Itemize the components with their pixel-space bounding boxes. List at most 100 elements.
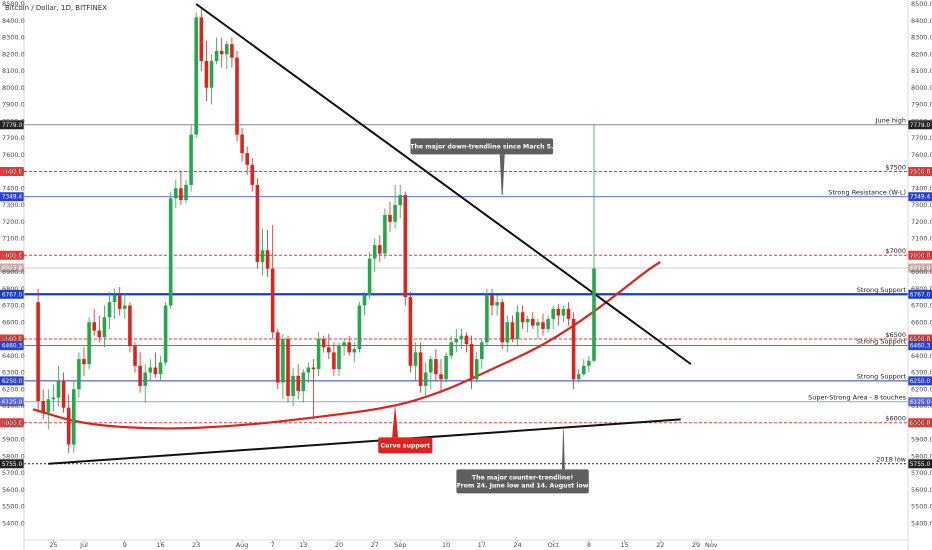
y-tick-label-right: 6100.0 [911, 402, 932, 410]
candle-body [332, 352, 336, 370]
candle-body [276, 332, 280, 383]
x-tick-label: 23 [192, 541, 200, 549]
price-tag-left-text: 7500.0 [2, 170, 23, 176]
y-tick-label-left: 6800.0 [2, 285, 25, 293]
candle-body [311, 367, 316, 370]
y-tick-label-right: 6700.0 [911, 302, 932, 310]
y-tick-label-right: 7500.0 [911, 168, 932, 176]
candle-body [423, 372, 428, 386]
candle-body [219, 50, 224, 55]
candle-body [546, 318, 550, 329]
candle-body [362, 295, 367, 306]
candle-body [321, 339, 326, 348]
price-tag-left-text: 5755.0 [2, 462, 23, 468]
level-label: 2018 low [876, 456, 906, 464]
annotation-text: From 24. June low and 14. August low [457, 482, 589, 489]
x-tick-label: 25 [49, 541, 57, 549]
candle-body [367, 258, 372, 296]
price-tag-right-text: 7000.0 [910, 253, 931, 259]
price-tag-right-text: 6767.0 [910, 292, 931, 298]
candle-body [56, 380, 61, 398]
candle-body [123, 305, 127, 309]
price-tag-right [908, 289, 932, 299]
candle-body [189, 134, 193, 185]
price-tag-left-text: 6125.0 [2, 400, 23, 406]
candle-body [413, 352, 418, 366]
y-tick-label-left: 8400.0 [2, 17, 25, 25]
y-tick-label-left: 5800.0 [2, 452, 25, 460]
x-tick-label: 22 [656, 541, 664, 549]
candle-body [541, 322, 545, 329]
y-tick-label-right: 5700.0 [911, 469, 932, 477]
chart-title: Bitcoin / Dollar, 1D, BITFINEX [5, 4, 107, 12]
price-tag-right-text: 7500.0 [910, 170, 931, 176]
candle-body [556, 308, 561, 316]
candle-body [184, 184, 188, 200]
candle-body [240, 134, 244, 154]
candle-body [398, 194, 402, 205]
candle-body [230, 44, 234, 58]
y-tick-label-right: 5500.0 [911, 503, 932, 511]
y-tick-label-left: 7000.0 [2, 251, 25, 259]
level-label: $6500 [885, 331, 906, 339]
y-tick-label-right: 7000.0 [911, 251, 932, 259]
price-tag-right-text: 6000.0 [910, 421, 931, 427]
candle-body [561, 308, 566, 316]
y-tick-label-left: 7600.0 [2, 151, 25, 159]
price-tag-right [908, 334, 932, 344]
price-tag-right [908, 418, 932, 428]
y-tick-label-right: 6500.0 [911, 335, 932, 343]
level-label: June high [875, 117, 906, 125]
price-tag-right [908, 397, 932, 407]
candle-body [255, 184, 260, 262]
y-tick-label-right: 7900.0 [911, 101, 932, 109]
candle-body [357, 305, 362, 350]
y-tick-label-right: 6800.0 [911, 285, 932, 293]
candle-body [587, 360, 591, 366]
price-tag-left [0, 250, 24, 260]
candle-body [515, 312, 520, 339]
price-tag-right [908, 263, 932, 273]
price-tag-right [908, 120, 932, 130]
y-tick-label-right: 6200.0 [911, 385, 932, 393]
price-tag-right [908, 167, 932, 176]
candle-body [143, 372, 147, 386]
candle-body [403, 194, 408, 298]
candle-body [296, 375, 300, 391]
candle-body [117, 295, 122, 309]
candle-body [199, 17, 204, 61]
x-tick-label: 16 [156, 541, 164, 549]
annotation-pointer [561, 429, 565, 470]
x-tick-label: 9 [123, 541, 127, 549]
level-label: $6000 [885, 415, 906, 423]
y-tick-label-right: 7700.0 [911, 134, 932, 142]
candle-body [418, 352, 423, 386]
y-tick-label-right: 8000.0 [911, 84, 932, 92]
y-tick-label-right: 8300.0 [911, 34, 932, 42]
price-tag-left-text: 6767.0 [2, 292, 23, 298]
y-tick-label-left: 8300.0 [2, 34, 25, 42]
level-label: Super-Strong Area - 8 touches [808, 394, 906, 402]
candle-body [342, 342, 346, 346]
candle-body [209, 60, 214, 88]
y-tick-label-right: 6600.0 [911, 318, 932, 326]
candle-body [61, 380, 66, 408]
candle-body [531, 318, 535, 326]
candle-body [480, 342, 484, 360]
candle-body [388, 215, 392, 222]
x-tick-label: Jul [79, 541, 88, 549]
x-tick-label: 10 [442, 541, 450, 549]
price-tag-right-text: 7349.4 [910, 195, 931, 201]
y-tick-label-left: 6400.0 [2, 352, 25, 360]
price-tag-left-text: 6460.3 [2, 344, 23, 350]
y-tick-label-right: 8200.0 [911, 50, 932, 58]
annotation-box [410, 138, 554, 155]
candle-body [168, 198, 173, 306]
candle-body [225, 44, 229, 55]
annotation-box [378, 437, 433, 454]
x-tick-label: 17 [478, 541, 486, 549]
price-tag-right-text: 6125.0 [910, 400, 931, 406]
price-tag-right-text: 6500.0 [910, 337, 931, 343]
candle-body [158, 362, 163, 375]
